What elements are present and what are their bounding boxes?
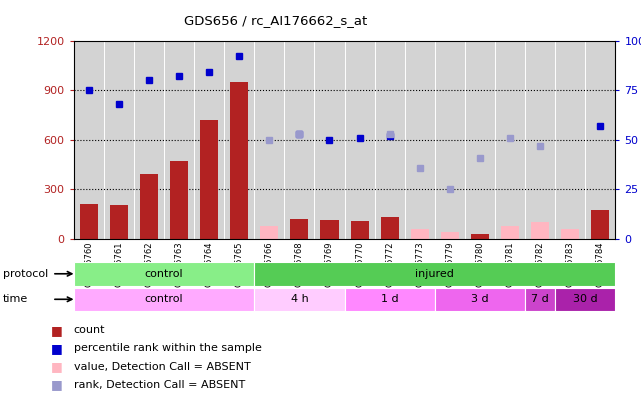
Bar [110,205,128,239]
Text: 3 d: 3 d [471,294,488,304]
Bar [381,217,399,239]
Text: control: control [145,269,183,279]
Bar [140,175,158,239]
Bar [290,219,308,239]
Bar [411,229,429,239]
Bar [562,229,579,239]
Bar [200,120,218,239]
Bar [79,204,98,239]
Bar [345,288,435,311]
Bar [351,221,369,239]
Bar [441,232,459,239]
Bar [260,226,278,239]
Text: ■: ■ [51,342,63,355]
Bar [170,161,188,239]
Bar [435,288,525,311]
Bar [555,288,615,311]
Text: protocol: protocol [3,269,49,279]
Text: 7 d: 7 d [531,294,549,304]
Text: injured: injured [415,269,454,279]
Bar [74,288,254,311]
Bar [230,82,248,239]
Text: percentile rank within the sample: percentile rank within the sample [74,343,262,353]
Bar [471,234,489,239]
Text: control: control [145,294,183,304]
Text: time: time [3,294,28,304]
Bar [525,288,555,311]
Text: value, Detection Call = ABSENT: value, Detection Call = ABSENT [74,362,251,371]
Bar [501,226,519,239]
Text: ■: ■ [51,360,63,373]
Bar [254,288,345,311]
Bar [74,262,254,286]
Text: rank, Detection Call = ABSENT: rank, Detection Call = ABSENT [74,380,245,390]
Text: GDS656 / rc_AI176662_s_at: GDS656 / rc_AI176662_s_at [184,14,367,27]
Text: ■: ■ [51,378,63,391]
Text: count: count [74,325,105,335]
Text: ■: ■ [51,324,63,337]
Text: 30 d: 30 d [573,294,597,304]
Bar [591,210,610,239]
Bar [531,222,549,239]
Bar [254,262,615,286]
Text: 4 h: 4 h [290,294,308,304]
Bar [320,220,338,239]
Text: 1 d: 1 d [381,294,399,304]
